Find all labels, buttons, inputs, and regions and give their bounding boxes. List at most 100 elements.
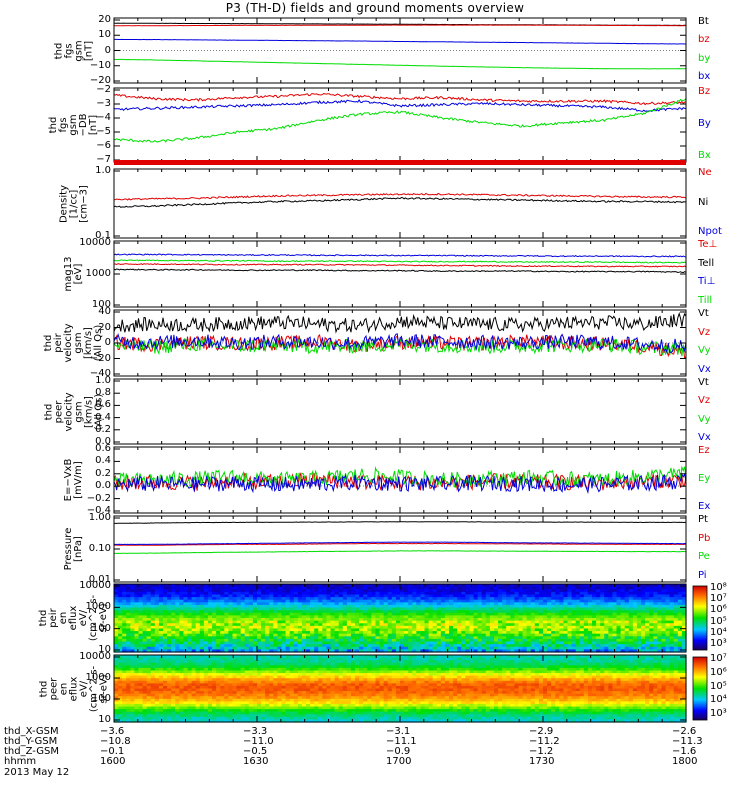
spectrogram-cell bbox=[285, 623, 291, 627]
spectrogram-cell bbox=[404, 597, 409, 601]
spectrogram-cell bbox=[375, 644, 381, 648]
spectrogram-cell bbox=[150, 688, 156, 692]
spectrogram-cell bbox=[330, 631, 336, 635]
spectrogram-cell bbox=[338, 591, 344, 596]
spectrogram-cell bbox=[653, 633, 658, 637]
spectrogram-cell bbox=[318, 625, 323, 630]
spectrogram-cell bbox=[624, 607, 630, 611]
spectrogram-cell bbox=[412, 602, 417, 606]
spectrogram-cell bbox=[600, 615, 605, 619]
spectrogram-cell bbox=[158, 604, 164, 609]
spectrogram-cell bbox=[171, 716, 176, 721]
spectrogram-cell bbox=[265, 610, 270, 614]
spectrogram-cell bbox=[171, 612, 176, 616]
spectrogram-cell bbox=[469, 618, 475, 622]
spectrogram-cell bbox=[203, 667, 209, 672]
spectrogram-cell bbox=[154, 675, 160, 679]
spectrogram-cell bbox=[469, 610, 475, 614]
spectrogram-cell bbox=[228, 665, 234, 669]
spectrogram-cell bbox=[338, 623, 344, 627]
spectrogram-cell bbox=[661, 631, 667, 635]
spectrogram-cell bbox=[412, 589, 417, 593]
spectrogram-cell bbox=[289, 602, 295, 606]
spectrogram-cell bbox=[191, 589, 197, 593]
spectrogram-cell bbox=[493, 628, 499, 632]
spectrogram-cell bbox=[440, 646, 446, 650]
spectrogram-cell bbox=[142, 649, 148, 653]
spectrogram-cell bbox=[428, 618, 434, 622]
spectrogram-cell bbox=[175, 665, 180, 669]
spectrogram-cell bbox=[514, 628, 520, 632]
spectrogram-cell bbox=[207, 719, 213, 723]
spectrogram-cell bbox=[346, 620, 352, 624]
spectrogram-cell bbox=[179, 646, 185, 650]
spectrogram-cell bbox=[583, 644, 589, 648]
spectrogram-cell bbox=[653, 604, 658, 609]
spectrogram-cell bbox=[469, 586, 475, 590]
spectrogram-cell bbox=[134, 655, 140, 659]
spectrogram-cell bbox=[130, 599, 136, 603]
spectrogram-cell bbox=[677, 612, 683, 616]
spectrogram-cell bbox=[547, 589, 552, 593]
spectrogram-cell bbox=[207, 655, 213, 659]
spectrogram-cell bbox=[489, 584, 495, 588]
spectrogram-cell bbox=[571, 612, 577, 616]
spectrogram-cell bbox=[583, 638, 589, 643]
spectrogram-cell bbox=[457, 597, 462, 601]
spectrogram-cell bbox=[424, 620, 430, 624]
spectrogram-cell bbox=[502, 610, 507, 614]
spectrogram-cell bbox=[171, 685, 176, 690]
spectrogram-cell bbox=[228, 628, 234, 632]
spectrogram-cell bbox=[183, 597, 189, 601]
spectrogram-cell bbox=[583, 594, 589, 598]
spectrogram-cell bbox=[587, 636, 593, 640]
spectrogram-cell bbox=[395, 584, 401, 588]
spectrogram-cell bbox=[207, 709, 213, 713]
spectrogram-cell bbox=[543, 597, 548, 601]
spectrogram-cell bbox=[310, 638, 315, 643]
spectrogram-cell bbox=[297, 591, 303, 596]
spectrogram-cell bbox=[649, 597, 654, 601]
spectrogram-cell bbox=[465, 638, 471, 643]
spectrogram-cell bbox=[400, 620, 405, 624]
spectrogram-cell bbox=[252, 625, 258, 630]
spectrogram-cell bbox=[563, 591, 569, 596]
spectrogram-cell bbox=[404, 623, 409, 627]
spectrogram-cell bbox=[158, 698, 164, 702]
spectrogram-cell bbox=[134, 701, 140, 705]
spectrogram-cell bbox=[207, 604, 213, 609]
spectrogram-cell bbox=[404, 610, 409, 614]
spectrogram-cell bbox=[122, 649, 127, 653]
spectrogram-cell bbox=[436, 649, 442, 653]
spectrogram-cell bbox=[183, 599, 189, 603]
spectrogram-cell bbox=[408, 612, 413, 616]
spectrogram-cell bbox=[228, 649, 234, 653]
spectrogram-cell bbox=[375, 594, 381, 598]
spectrogram-cell bbox=[612, 633, 618, 637]
spectrogram-cell bbox=[183, 683, 189, 687]
spectrogram-cell bbox=[207, 625, 213, 630]
spectrogram-cell bbox=[661, 597, 667, 601]
spectrogram-cell bbox=[289, 594, 295, 598]
spectrogram-cell bbox=[567, 591, 573, 596]
spectrogram-cell bbox=[244, 625, 250, 630]
spectrogram-cell bbox=[199, 607, 205, 611]
spectrogram-cell bbox=[126, 683, 131, 687]
spectrogram-cell bbox=[350, 591, 356, 596]
spectrogram-cell bbox=[571, 646, 577, 650]
spectrogram-cell bbox=[514, 597, 520, 601]
spectrogram-cell bbox=[465, 612, 471, 616]
spectrogram-cell bbox=[506, 615, 511, 619]
spectrogram-cell bbox=[154, 591, 160, 596]
spectrogram-cell bbox=[355, 612, 360, 616]
spectrogram-cell bbox=[122, 604, 127, 609]
spectrogram-cell bbox=[134, 688, 140, 692]
spectrogram-cell bbox=[134, 698, 140, 702]
spectrogram-cell bbox=[551, 620, 556, 624]
spectrogram-cell bbox=[142, 644, 148, 648]
spectrogram-cell bbox=[134, 612, 140, 616]
spectrogram-cell bbox=[228, 685, 234, 690]
spectrogram-cell bbox=[167, 706, 172, 710]
spectrogram-cell bbox=[130, 633, 136, 637]
spectrogram-cell bbox=[526, 636, 532, 640]
